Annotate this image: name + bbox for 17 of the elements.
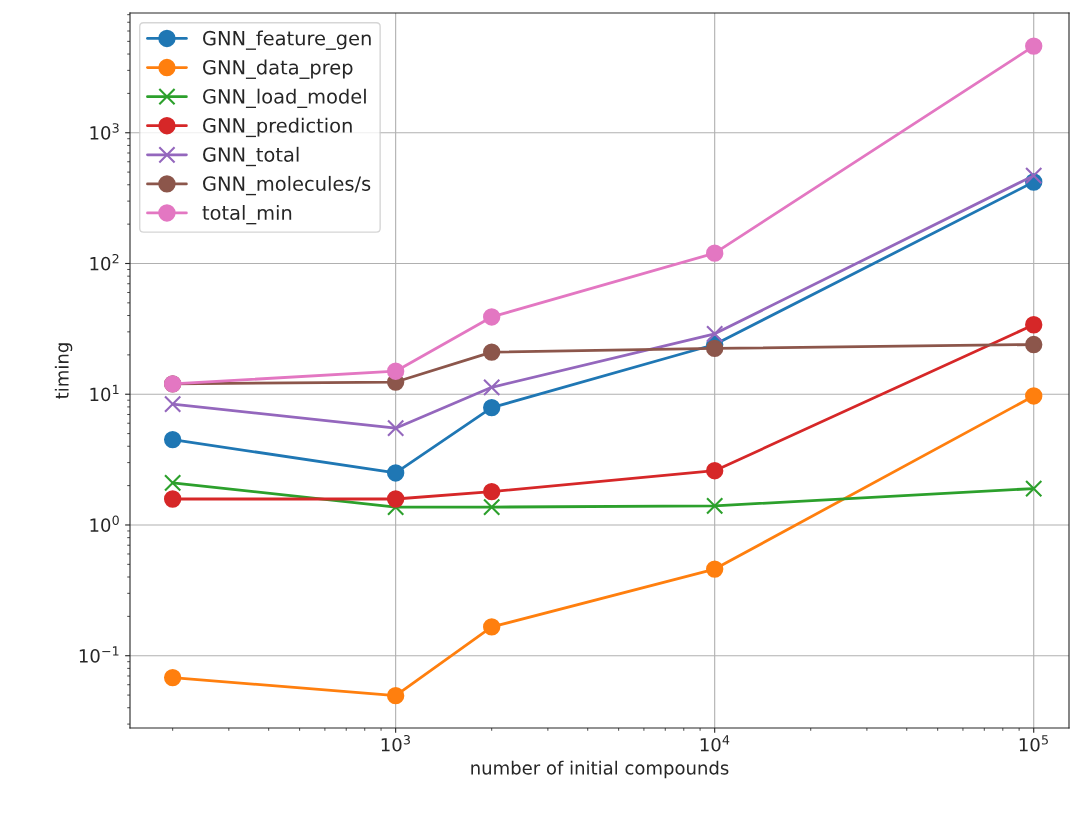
legend-label: GNN_prediction (203, 117, 352, 138)
x-tick-label: 10$^{5}$ (1019, 735, 1048, 752)
legend-label: GNN_total (203, 146, 299, 167)
x-tick-label: 10$^{3}$ (381, 735, 410, 752)
y-tick-label: 10$^{1}$ (90, 384, 119, 402)
y-tick-label: 10$^{3}$ (90, 123, 119, 140)
legend-label: GNN_load_model (203, 88, 366, 109)
y-tick-label: 10$^{0}$ (90, 515, 119, 532)
legend-label: total_min (202, 204, 292, 225)
legend-label: GNN_data_prep (203, 59, 353, 79)
legend-label: GNN_feature_gen (203, 30, 371, 50)
y-axis-title: timing (54, 343, 73, 399)
y-tick-label: 10$^{−1}$ (79, 646, 119, 663)
y-tick-label: 10$^{2}$ (90, 253, 119, 271)
x-tick-label: 10$^{4}$ (700, 735, 730, 752)
x-axis-title: number of initial compounds (471, 760, 729, 779)
legend-label: GNN_molecules/s (203, 175, 371, 196)
